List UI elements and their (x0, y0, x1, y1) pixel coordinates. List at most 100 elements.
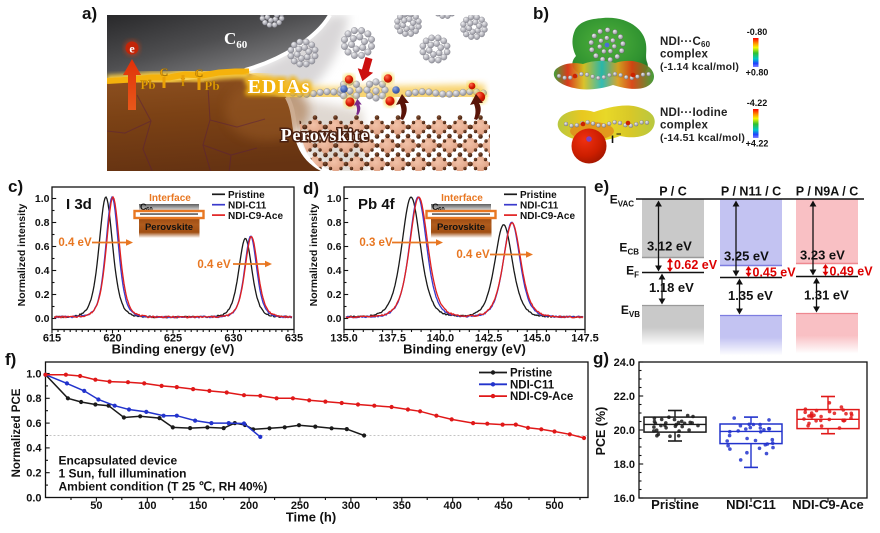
svg-text:-4.22: -4.22 (747, 98, 768, 108)
svg-text:Pristine: Pristine (520, 190, 557, 201)
svg-text:1.31 eV: 1.31 eV (804, 288, 849, 303)
svg-text:Binding energy (eV): Binding energy (eV) (403, 342, 526, 357)
svg-text:complex: complex (660, 120, 708, 132)
svg-text:400: 400 (444, 500, 462, 512)
svg-text:300: 300 (342, 500, 360, 512)
svg-text:NDI-C9-Ace: NDI-C9-Ace (520, 211, 575, 222)
svg-text:142.5: 142.5 (475, 333, 503, 345)
svg-text:-0.80: -0.80 (747, 27, 768, 37)
svg-text:P / C: P / C (659, 185, 687, 199)
svg-text:complex: complex (660, 49, 708, 61)
svg-text:Pb 4f: Pb 4f (358, 196, 396, 213)
svg-text:NDI-C9-Ace: NDI-C9-Ace (510, 391, 573, 403)
svg-text:50: 50 (90, 500, 102, 512)
svg-text:140.0: 140.0 (427, 333, 455, 345)
svg-text:0.2: 0.2 (35, 289, 50, 301)
svg-text:(-1.14 kcal/mol): (-1.14 kcal/mol) (660, 61, 739, 73)
svg-text:0.3 eV: 0.3 eV (359, 237, 393, 249)
svg-text:0.2: 0.2 (26, 468, 41, 480)
svg-text:250: 250 (291, 500, 309, 512)
svg-text:1.35 eV: 1.35 eV (728, 288, 773, 303)
svg-text:Perovskite: Perovskite (281, 125, 370, 145)
svg-text:0.0: 0.0 (26, 492, 41, 504)
svg-text:135.0: 135.0 (330, 333, 358, 345)
svg-text:1.18 eV: 1.18 eV (649, 280, 694, 295)
svg-text:C: C (195, 66, 204, 80)
svg-text:450: 450 (494, 500, 512, 512)
svg-text:Pb: Pb (204, 78, 219, 93)
svg-text:f): f) (5, 350, 16, 369)
svg-text:0.0: 0.0 (35, 313, 50, 325)
svg-text:0.6: 0.6 (26, 418, 41, 430)
svg-text:Perovskite: Perovskite (437, 222, 485, 233)
svg-text:NDI-C9-Ace: NDI-C9-Ace (228, 211, 283, 222)
svg-text:0.4 eV: 0.4 eV (197, 259, 231, 271)
svg-text:c): c) (8, 177, 23, 196)
svg-text:0.45 eV: 0.45 eV (753, 266, 797, 280)
svg-text:0.49 eV: 0.49 eV (830, 265, 874, 279)
svg-text:Time (h): Time (h) (286, 510, 336, 525)
svg-text:145.0: 145.0 (523, 333, 551, 345)
svg-text:Binding energy (eV): Binding energy (eV) (112, 342, 235, 357)
svg-text:20.0: 20.0 (614, 425, 635, 437)
svg-text:EDIAs: EDIAs (248, 76, 311, 98)
svg-text:C: C (140, 202, 147, 212)
svg-text:150: 150 (189, 500, 207, 512)
svg-text:NDI···Iodine: NDI···Iodine (660, 107, 728, 119)
svg-text:0.4: 0.4 (26, 443, 42, 455)
svg-text:NDI-C11: NDI-C11 (520, 200, 559, 211)
svg-text:Encapsulated device: Encapsulated device (59, 454, 178, 468)
svg-text:615: 615 (43, 333, 61, 345)
svg-text:350: 350 (393, 500, 411, 512)
svg-text:Interface: Interface (441, 193, 483, 204)
svg-text:+4.22: +4.22 (746, 139, 769, 149)
svg-text:620: 620 (103, 333, 121, 345)
svg-text:(-14.51 kcal/mol): (-14.51 kcal/mol) (660, 132, 745, 144)
svg-text:P / N9A / C: P / N9A / C (796, 185, 859, 199)
svg-text:0.8: 0.8 (35, 217, 50, 229)
svg-text:3.25 eV: 3.25 eV (724, 249, 769, 264)
svg-text:1.0: 1.0 (327, 193, 342, 205)
svg-text:C: C (432, 202, 439, 212)
svg-text:Perovskite: Perovskite (145, 222, 193, 233)
svg-text:P / N11 / C: P / N11 / C (721, 185, 781, 199)
svg-text:e): e) (594, 177, 609, 196)
svg-text:1.0: 1.0 (35, 193, 50, 205)
svg-text:625: 625 (164, 333, 182, 345)
svg-text:a): a) (82, 4, 97, 23)
svg-text:0.4 eV: 0.4 eV (58, 237, 92, 249)
svg-text:22.0: 22.0 (614, 391, 635, 403)
svg-text:3.23 eV: 3.23 eV (800, 248, 845, 263)
svg-text:Normalized intensity: Normalized intensity (308, 204, 320, 307)
svg-text:3.12 eV: 3.12 eV (647, 239, 692, 254)
svg-text:Normalized intensity: Normalized intensity (16, 204, 28, 307)
svg-text:0.4 eV: 0.4 eV (456, 249, 490, 261)
svg-text:EVB: EVB (621, 303, 640, 319)
svg-text:18.0: 18.0 (614, 459, 635, 471)
svg-text:Normalized PCE: Normalized PCE (11, 388, 23, 477)
svg-text:Pristine: Pristine (651, 497, 699, 512)
svg-text:NDI-C11: NDI-C11 (726, 497, 776, 512)
svg-text:+0.80: +0.80 (746, 68, 769, 78)
svg-text:g): g) (593, 349, 609, 368)
svg-text:PCE (%): PCE (%) (594, 407, 608, 456)
svg-text:0.8: 0.8 (327, 217, 342, 229)
svg-text:NDI···C60: NDI···C60 (660, 36, 711, 49)
svg-text:I 3d: I 3d (66, 196, 92, 213)
svg-text:0.6: 0.6 (327, 241, 342, 253)
svg-text:635: 635 (285, 333, 303, 345)
svg-text:200: 200 (240, 500, 258, 512)
svg-text:630: 630 (224, 333, 242, 345)
svg-text:0.2: 0.2 (327, 289, 342, 301)
svg-text:EF: EF (626, 264, 639, 280)
svg-text:1.0: 1.0 (26, 368, 41, 380)
svg-text:0.4: 0.4 (327, 265, 342, 277)
svg-text:EDIAs: EDIAs (248, 76, 311, 98)
svg-text:Ambient condition (T 25 ℃, RH: Ambient condition (T 25 ℃, RH 40%) (59, 480, 268, 494)
svg-text:0.0: 0.0 (327, 313, 342, 325)
svg-text:b): b) (533, 4, 549, 23)
svg-text:−: − (616, 129, 621, 139)
svg-text:137.5: 137.5 (378, 333, 406, 345)
svg-text:d): d) (303, 179, 319, 198)
svg-text:Pristine: Pristine (228, 190, 265, 201)
